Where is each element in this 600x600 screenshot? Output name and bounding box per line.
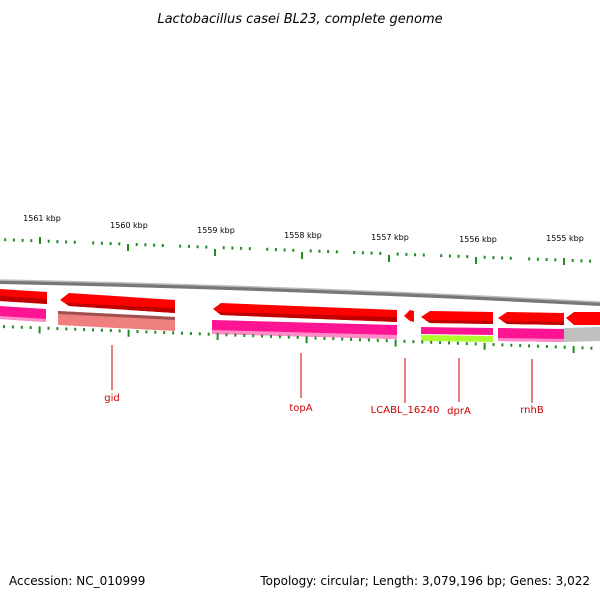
gene-label-dpra[interactable]: dprA [447, 406, 471, 417]
genome-backbone-highlight [0, 279, 600, 303]
forward-strand-track [0, 289, 600, 325]
tick-label: 1555 kbp [546, 234, 584, 243]
feature-forward-3-shade [217, 312, 397, 322]
genome-info-text: Topology: circular; Length: 3,079,196 bp… [260, 574, 590, 588]
gene-label-rnhb[interactable]: rnhB [520, 405, 544, 416]
feature-forward-5-shade [425, 320, 493, 324]
gene-labels: gid topA LCABL_16240 dprA rnhB [104, 345, 544, 417]
scale-ticks [3, 237, 593, 354]
tick-label: 1556 kbp [459, 235, 497, 244]
gene-label-topa[interactable]: topA [289, 403, 312, 414]
gene-label-lcabl_16240[interactable]: LCABL_16240 [371, 405, 440, 416]
gene-label-gid[interactable]: gid [104, 393, 119, 404]
feature-forward-4[interactable] [404, 310, 414, 322]
scale-tick-labels: 1561 kbp 1560 kbp 1559 kbp 1558 kbp 1557 kbp… [23, 214, 584, 244]
feature-forward-2-shade [65, 303, 175, 313]
feature-reverse-1-shade [0, 316, 46, 322]
reverse-strand-track [0, 306, 600, 342]
feature-reverse-topA-shade [212, 330, 397, 339]
map-title: Lactobacillus casei BL23, complete genom… [157, 12, 442, 27]
tick-label: 1559 kbp [197, 226, 235, 235]
feature-reverse-rnhB-shade [498, 338, 564, 342]
feature-other[interactable] [564, 327, 600, 342]
feature-rrna[interactable] [421, 335, 493, 342]
feature-pseudo-gid-edge [58, 311, 175, 320]
tick-label: 1557 kbp [371, 233, 409, 242]
feature-forward-7[interactable] [566, 312, 600, 325]
tick-label: 1558 kbp [284, 231, 322, 240]
tick-label: 1560 kbp [110, 221, 148, 230]
feature-reverse-dprA[interactable] [421, 327, 493, 335]
feature-forward-1-shade [0, 296, 47, 304]
feature-forward-6-shade [502, 321, 564, 325]
tick-label: 1561 kbp [23, 214, 61, 223]
accession-text: Accession: NC_010999 [9, 574, 146, 588]
genome-backbone [0, 280, 600, 306]
